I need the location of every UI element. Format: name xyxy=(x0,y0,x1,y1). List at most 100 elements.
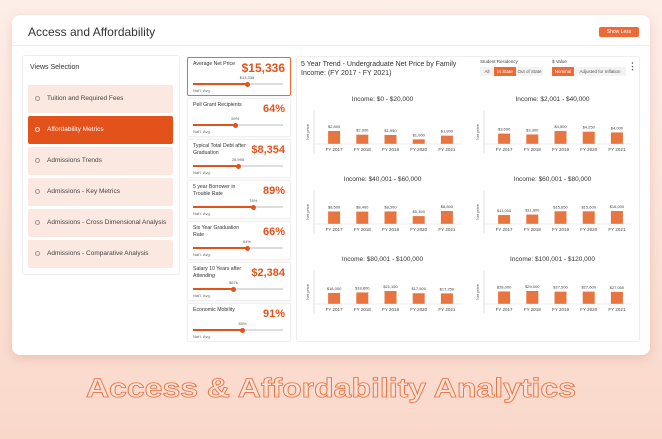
sidebar-item[interactable]: Admissions - Comparative Analysis xyxy=(28,240,173,268)
value-label: $4,000 xyxy=(611,125,624,130)
y-axis-label: Net price xyxy=(475,123,480,140)
x-tick-label: FY 2020 xyxy=(580,147,597,152)
income-chart: Income: $60,001 - $80,000 Net price $11,00… xyxy=(475,176,631,234)
sidebar-item[interactable]: Admissions Trends xyxy=(28,147,173,175)
x-tick-label: FY 2019 xyxy=(552,147,569,152)
avg-note: Nat'l. Avg. xyxy=(193,211,211,216)
slider-track xyxy=(193,288,283,290)
value-option[interactable]: Nominal xyxy=(552,67,574,76)
value-option[interactable]: Adjusted for Inflation xyxy=(574,67,626,76)
slider-knob xyxy=(231,286,236,292)
slider-knob xyxy=(250,204,256,210)
x-tick-label: FY 2018 xyxy=(354,227,371,232)
residency-option[interactable]: In State xyxy=(494,67,516,76)
bar xyxy=(412,139,425,144)
sidebar-item-label: Admissions Trends xyxy=(47,157,102,164)
metric-label: Average Net Price xyxy=(193,61,236,67)
avg-value: 64% xyxy=(242,239,251,244)
slider-fill xyxy=(193,329,243,331)
x-tick-label: FY 2020 xyxy=(410,227,427,232)
slider-fill xyxy=(193,124,236,126)
bar xyxy=(554,291,567,304)
metric-card[interactable]: Salary 10 Years after Attending $2,384 $67… xyxy=(187,262,291,301)
x-tick-label: FY 2019 xyxy=(552,307,569,312)
bar xyxy=(582,211,595,224)
metric-label: Economic Mobility xyxy=(193,307,235,313)
sidebar-item[interactable]: Tuition and Required Fees xyxy=(28,85,173,113)
bar xyxy=(412,293,425,304)
sidebar-item[interactable]: Admissions - Key Metrics xyxy=(28,178,173,206)
bar xyxy=(582,131,595,144)
avg-value: 60% xyxy=(238,321,247,326)
value-label: $29,000 xyxy=(525,284,540,289)
avg-note: Nat'l. Avg. xyxy=(193,293,211,298)
metric-card[interactable]: Typical Total Debt after Graduation $8,35… xyxy=(187,139,291,178)
x-tick-label: FY 2017 xyxy=(496,227,513,232)
metric-card[interactable]: Pell Grant Recipients 64% 59% Nat'l. Avg. xyxy=(187,98,291,137)
sidebar-panel xyxy=(22,55,180,275)
x-tick-label: FY 2021 xyxy=(438,147,455,152)
x-tick-label: FY 2021 xyxy=(608,147,625,152)
value-label: $8,400 xyxy=(356,205,369,210)
value-label: $27,500 xyxy=(553,285,568,290)
bar xyxy=(498,133,511,144)
metric-label: Salary 10 Years after Attending xyxy=(193,266,242,279)
show-less-button[interactable]: Show Less xyxy=(599,27,639,37)
sidebar-item[interactable]: Admissions - Cross Dimensional Analysis xyxy=(28,209,173,237)
y-axis-label: Net price xyxy=(475,203,480,220)
residency-option[interactable]: All xyxy=(480,67,494,76)
metric-card[interactable]: Economic Mobility 91% 60% Nat'l. Avg. xyxy=(187,303,291,342)
avg-note: Nat'l. Avg. xyxy=(193,170,211,175)
slider-fill xyxy=(193,206,254,208)
bar xyxy=(440,211,453,224)
sidebar-title: Views Selection xyxy=(30,64,80,71)
x-tick-label: FY 2021 xyxy=(608,227,625,232)
x-tick-label: FY 2017 xyxy=(496,307,513,312)
avg-value: $67k xyxy=(229,280,238,285)
metric-value: $2,384 xyxy=(251,267,285,279)
residency-label: Student Residency xyxy=(480,59,518,64)
sidebar-item-label: Affordability Metrics xyxy=(47,126,104,133)
chart-title: Income: $0 - $20,000 xyxy=(352,96,414,103)
trend-title: 5 Year Trend - Undergraduate Net Price b… xyxy=(301,61,457,77)
y-axis-label: Net price xyxy=(305,203,310,220)
x-tick-label: FY 2020 xyxy=(410,147,427,152)
slider-fill xyxy=(193,165,238,167)
bar xyxy=(610,132,623,144)
value-label: $1,800 xyxy=(441,129,454,134)
header-title: Access and Affordability xyxy=(28,25,156,39)
avg-value: 59% xyxy=(231,116,240,121)
kebab-menu[interactable]: ⋮ xyxy=(628,61,637,71)
sidebar-item[interactable]: Affordability Metrics xyxy=(28,116,173,144)
slider-fill xyxy=(193,83,247,85)
metric-card[interactable]: Six Year Graduation Rate 66% 64% Nat'l. Avg… xyxy=(187,221,291,260)
value-label: $27,050 xyxy=(610,285,625,290)
bar xyxy=(498,215,511,224)
bar xyxy=(554,211,567,224)
avg-value: 76% xyxy=(249,198,258,203)
bar xyxy=(610,211,623,224)
metric-card[interactable]: Average Net Price $15,336 $13,336 Nat'l. Av… xyxy=(187,57,291,96)
value-label: $18,800 xyxy=(355,285,370,290)
sidebar-item-label: Tuition and Required Fees xyxy=(47,95,124,102)
bar xyxy=(554,131,567,144)
x-tick-label: FY 2021 xyxy=(608,307,625,312)
avg-value: 26,995 xyxy=(231,157,245,162)
x-tick-label: FY 2017 xyxy=(326,147,343,152)
bar xyxy=(526,134,539,144)
trend-panel xyxy=(296,56,640,342)
value-label: $21,150 xyxy=(383,284,398,289)
bar xyxy=(328,131,341,144)
slider-knob xyxy=(235,163,241,169)
chart-title: Income: $100,001 - $120,000 xyxy=(510,256,595,263)
x-tick-label: FY 2018 xyxy=(354,147,371,152)
income-chart: Income: $40,001 - $60,000 Net price $8,500… xyxy=(305,176,461,234)
income-chart: Income: $100,001 - $120,000 Net price $28,… xyxy=(475,256,631,314)
radio xyxy=(35,220,40,225)
metric-card[interactable]: 5 year Borrower in Trouble Rate 89% 76% Nat… xyxy=(187,180,291,219)
residency-option[interactable]: Out of State xyxy=(516,67,543,76)
value-label: $17,250 xyxy=(440,286,455,291)
avg-note: Nat'l. Avg. xyxy=(193,88,211,93)
x-tick-label: FY 2018 xyxy=(524,227,541,232)
bar xyxy=(384,211,397,224)
